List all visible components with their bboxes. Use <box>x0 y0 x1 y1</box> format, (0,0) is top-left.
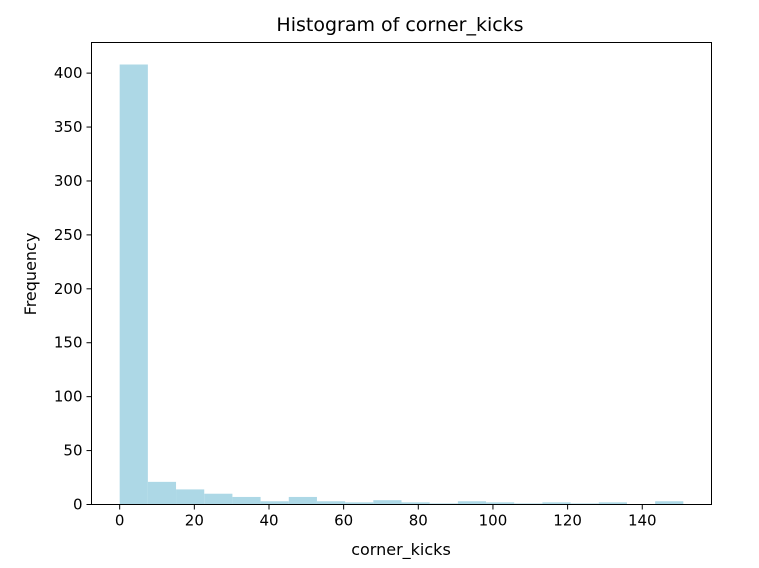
x-axis-ticks: 0 20 40 60 80 100 120 140 <box>115 504 657 530</box>
y-tick-label: 200 <box>54 280 83 298</box>
y-tick-label: 0 <box>73 496 83 514</box>
histogram-bar <box>457 501 487 505</box>
x-tick-label: 120 <box>553 512 582 530</box>
plot-frame <box>91 42 712 505</box>
histogram-bar <box>232 496 261 505</box>
x-tick-label: 80 <box>409 512 428 530</box>
y-axis-ticks: 0 50 100 150 200 250 300 350 400 <box>54 64 92 514</box>
y-tick-label: 400 <box>54 64 83 82</box>
y-tick-label: 250 <box>54 226 83 244</box>
bars-group <box>119 64 684 505</box>
histogram-bar <box>542 502 571 505</box>
y-tick-label: 300 <box>54 172 83 190</box>
histogram-bar <box>176 489 205 505</box>
x-tick-label: 100 <box>479 512 508 530</box>
histogram-bar <box>373 500 402 505</box>
y-axis-label: Frequency <box>21 233 40 316</box>
x-tick-label: 60 <box>334 512 353 530</box>
chart-title: Histogram of corner_kicks <box>276 14 523 36</box>
histogram-bar <box>119 64 148 505</box>
histogram-bar <box>570 503 599 505</box>
y-tick-label: 150 <box>54 334 83 352</box>
histogram-bar <box>204 493 233 505</box>
histogram-bar <box>345 502 374 505</box>
x-tick-label: 40 <box>259 512 278 530</box>
histogram-bar <box>655 501 684 505</box>
y-tick-label: 350 <box>54 118 83 136</box>
histogram-bar <box>288 496 317 505</box>
histogram-bar <box>260 501 289 505</box>
x-tick-label: 0 <box>115 512 125 530</box>
histogram-bar <box>147 481 177 505</box>
histogram-bar <box>486 502 515 505</box>
histogram-bar <box>429 503 458 505</box>
y-tick-label: 100 <box>54 388 83 406</box>
x-tick-label: 20 <box>185 512 204 530</box>
x-tick-label: 140 <box>628 512 657 530</box>
histogram-bar <box>401 502 430 505</box>
histogram-bar <box>316 501 346 505</box>
histogram-bar <box>514 503 543 505</box>
y-tick-label: 50 <box>63 442 82 460</box>
x-axis-label: corner_kicks <box>351 540 451 560</box>
histogram-bar <box>598 502 627 505</box>
